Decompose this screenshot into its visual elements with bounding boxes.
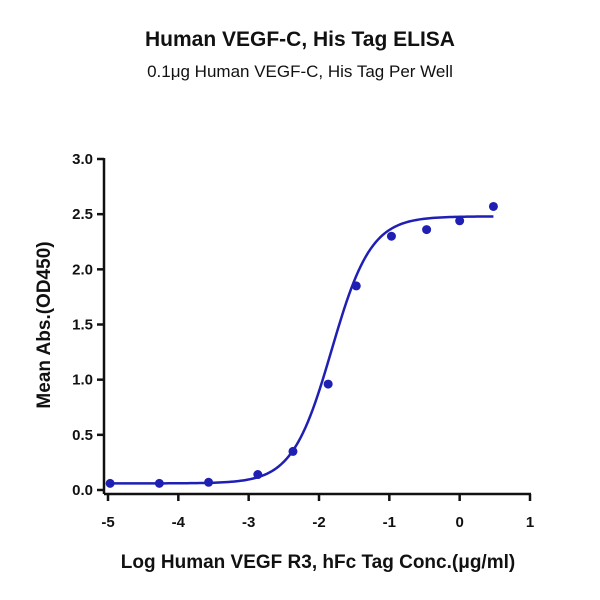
y-tick-label: 1.5 [72,317,93,334]
y-tick-label: 1.0 [72,372,93,389]
x-tick-label: -3 [242,514,255,531]
y-axis-label: Mean Abs.(OD450) [34,241,55,408]
x-ticks: -5 -4 -3 -2 -1 0 1 [101,494,534,531]
data-point [422,225,432,235]
chart-title: Human VEGF-C, His Tag ELISA [145,28,455,51]
x-tick-label: 0 [455,514,463,531]
axes [102,158,531,496]
data-point [323,379,333,389]
y-ticks: 0.0 0.5 1.0 1.5 2.0 2.5 3.0 [72,151,104,499]
y-tick-label: 3.0 [72,151,93,168]
data-point [488,201,498,211]
data-point [288,446,298,456]
data-points [105,201,498,488]
x-tick-label: -5 [101,514,114,531]
data-point [204,477,214,487]
x-tick-label: -1 [383,514,396,531]
y-tick-label: 0.0 [72,482,93,499]
x-tick-label: 1 [526,514,534,531]
x-tick-label: -2 [312,514,325,531]
data-point [105,478,115,488]
data-point [154,478,164,488]
data-point [455,216,465,226]
data-point [386,231,396,241]
data-point [253,470,263,480]
x-axis-label: Log Human VEGF R3, hFc Tag Conc.(μg/ml) [121,552,515,573]
x-tick-label: -4 [172,514,186,531]
y-tick-label: 0.5 [72,427,93,444]
chart-subtitle: 0.1μg Human VEGF-C, His Tag Per Well [147,62,453,81]
y-tick-label: 2.0 [72,261,93,278]
data-point [351,281,361,291]
y-tick-label: 2.5 [72,206,93,223]
fit-curve [108,215,494,485]
